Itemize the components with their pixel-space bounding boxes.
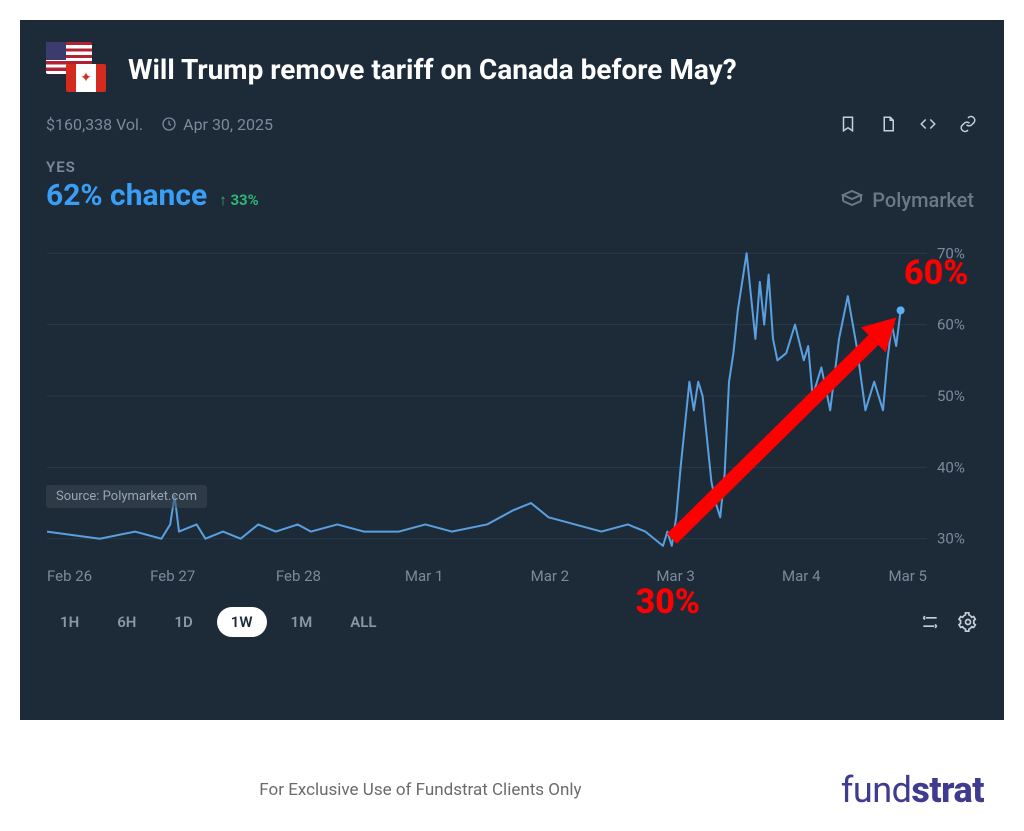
- svg-text:Feb 26: Feb 26: [47, 567, 92, 585]
- outcome-block: YES 62% chance 33%: [46, 158, 978, 213]
- disclaimer-text: For Exclusive Use of Fundstrat Clients O…: [0, 780, 841, 800]
- header-row: ✦ Will Trump remove tariff on Canada bef…: [46, 42, 978, 96]
- clock-icon: [161, 116, 177, 132]
- resolve-date: Apr 30, 2025: [161, 115, 273, 134]
- resolve-date-text: Apr 30, 2025: [183, 115, 273, 134]
- svg-text:Mar 2: Mar 2: [531, 567, 570, 585]
- bookmark-icon[interactable]: [838, 114, 858, 134]
- annotation-start-label: 30%: [636, 582, 700, 622]
- source-badge: Source: Polymarket.com: [46, 485, 207, 508]
- svg-text:Mar 5: Mar 5: [889, 567, 928, 585]
- chart-area: 30%40%50%60%70%Feb 26Feb 27Feb 28Mar 1Ma…: [46, 233, 978, 593]
- polymarket-brand-text: Polymarket: [872, 188, 974, 212]
- page-footer: For Exclusive Use of Fundstrat Clients O…: [0, 769, 1024, 811]
- range-all[interactable]: ALL: [336, 607, 390, 637]
- range-selector: 1H 6H 1D 1W 1M ALL: [46, 607, 390, 637]
- chance-delta: 33%: [219, 191, 259, 209]
- fundstrat-logo: fundstrat: [841, 769, 984, 811]
- action-icons: [838, 114, 978, 134]
- annotation-end-label: 60%: [904, 253, 968, 293]
- svg-text:50%: 50%: [937, 387, 965, 405]
- price-chart: 30%40%50%60%70%Feb 26Feb 27Feb 28Mar 1Ma…: [46, 233, 978, 593]
- market-card: ✦ Will Trump remove tariff on Canada bef…: [20, 20, 1004, 720]
- range-1d[interactable]: 1D: [160, 607, 206, 637]
- range-1w[interactable]: 1W: [217, 607, 267, 637]
- outcome-label: YES: [46, 158, 978, 176]
- market-title: Will Trump remove tariff on Canada befor…: [128, 53, 737, 86]
- svg-text:Feb 28: Feb 28: [276, 567, 321, 585]
- canada-flag-icon: ✦: [66, 64, 106, 92]
- settings-icon[interactable]: [958, 612, 978, 632]
- polymarket-logo-icon: [840, 188, 864, 212]
- link-icon[interactable]: [958, 114, 978, 134]
- svg-text:60%: 60%: [937, 316, 965, 334]
- chance-value: 62% chance: [46, 178, 207, 213]
- meta-row: $160,338 Vol. Apr 30, 2025: [46, 114, 978, 134]
- polymarket-brand: Polymarket: [840, 188, 974, 212]
- svg-text:Mar 4: Mar 4: [782, 567, 821, 585]
- range-6h[interactable]: 6H: [103, 607, 150, 637]
- embed-icon[interactable]: [918, 114, 938, 134]
- market-thumbnail: ✦: [46, 42, 110, 96]
- document-icon[interactable]: [878, 114, 898, 134]
- range-row: 1H 6H 1D 1W 1M ALL: [46, 607, 978, 637]
- compare-icon[interactable]: [920, 612, 940, 632]
- fundstrat-logo-plain: fund: [841, 769, 912, 811]
- svg-text:30%: 30%: [937, 530, 965, 548]
- range-1h[interactable]: 1H: [46, 607, 93, 637]
- volume-text: $160,338 Vol.: [46, 115, 143, 134]
- svg-text:Mar 1: Mar 1: [405, 567, 444, 585]
- svg-text:40%: 40%: [937, 458, 965, 476]
- range-1m[interactable]: 1M: [277, 607, 327, 637]
- fundstrat-logo-bold: strat: [911, 769, 984, 811]
- svg-text:Feb 27: Feb 27: [150, 567, 195, 585]
